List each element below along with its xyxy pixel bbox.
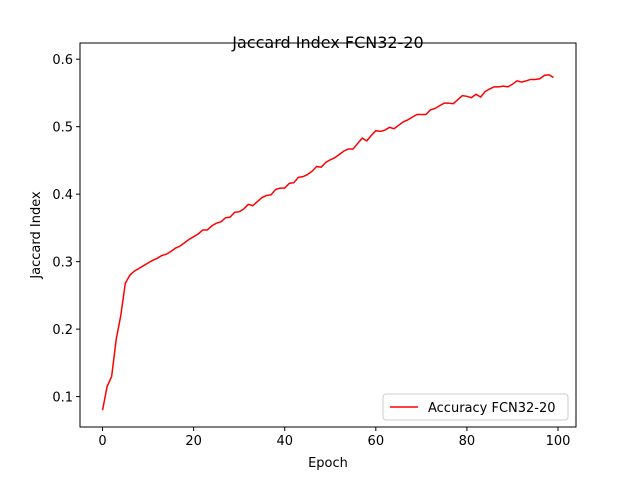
data-line [101,73,554,411]
legend-label: Accuracy FCN32-20 [428,401,556,416]
y-axis-label: Jaccard Index [29,191,44,280]
x-tick-label: 80 [459,434,476,449]
y-tick-label: 0.4 [52,188,73,203]
x-tick-label: 40 [276,434,293,449]
x-axis-label: Epoch [308,456,348,471]
y-tick-label: 0.3 [52,256,73,271]
y-tick-label: 0.2 [52,323,73,338]
x-tick-label: 100 [546,434,571,449]
y-tick-label: 0.5 [52,121,73,136]
y-tick-label: 0.1 [52,391,73,406]
plot-frame [79,42,577,428]
x-tick-label: 60 [368,434,385,449]
legend-box [382,393,569,421]
y-tick-label: 0.6 [52,53,73,68]
x-tick-label: 20 [185,434,202,449]
x-tick-label: 0 [98,434,106,449]
